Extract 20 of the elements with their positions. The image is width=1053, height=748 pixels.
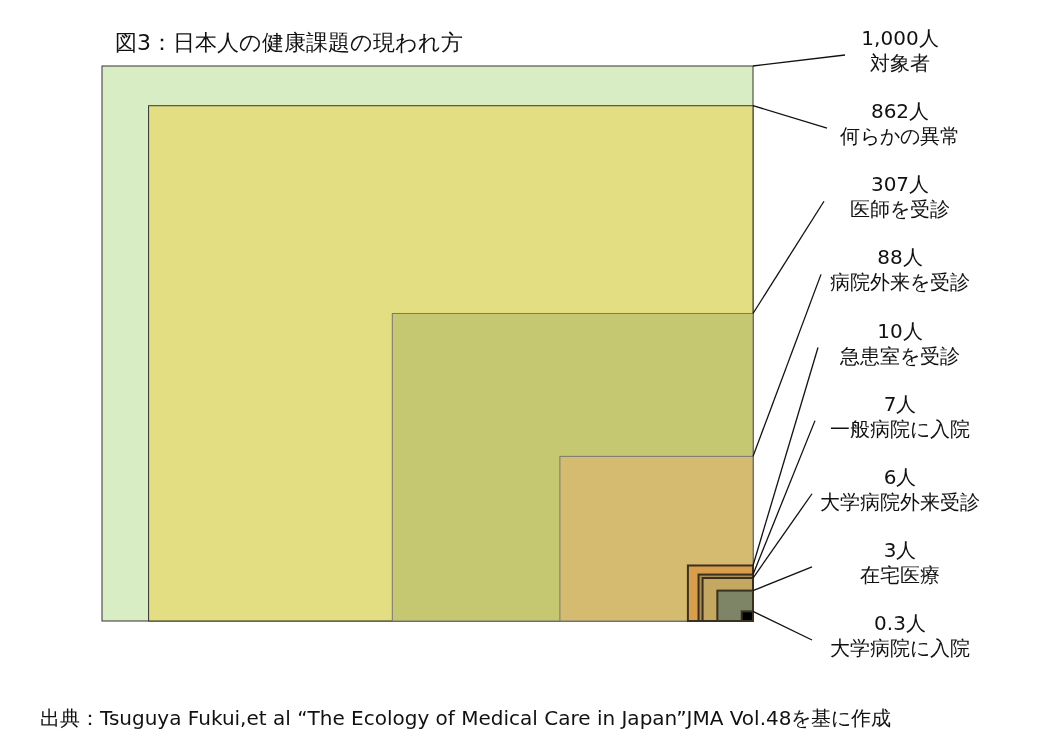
data-label: 307人: [870, 172, 930, 197]
data-label: 0.3人: [874, 611, 926, 635]
data-label: 7人: [883, 391, 917, 416]
data-label: 862人: [870, 99, 930, 124]
data-label: 88人: [877, 245, 923, 270]
category-label: 一般病院に入院: [830, 416, 970, 441]
data-label: 3人: [883, 537, 917, 562]
source-note: 出典：Tsuguya Fukui,et al “The Ecology of Medical Care in Japan”JMA Vol.48を基に作成: [40, 706, 892, 730]
text: 図3：日本人の健康課題の現われ方: [115, 30, 463, 55]
category-label: 大学病院に入院: [830, 636, 970, 660]
category-label: 何らかの異常: [840, 124, 960, 149]
category-label: 医師を受診: [850, 197, 950, 222]
category-label: 在宅医療: [860, 562, 940, 587]
category-label: 対象者: [870, 51, 930, 75]
data-label: 6人: [883, 464, 917, 489]
category-label: 急患室を受診: [839, 343, 960, 368]
data-label: 10人: [877, 318, 923, 343]
data-label: 1,000人: [861, 26, 939, 50]
category-label: 病院外来を受診: [830, 270, 970, 295]
category-label: 大学病院外来受診: [820, 489, 980, 514]
